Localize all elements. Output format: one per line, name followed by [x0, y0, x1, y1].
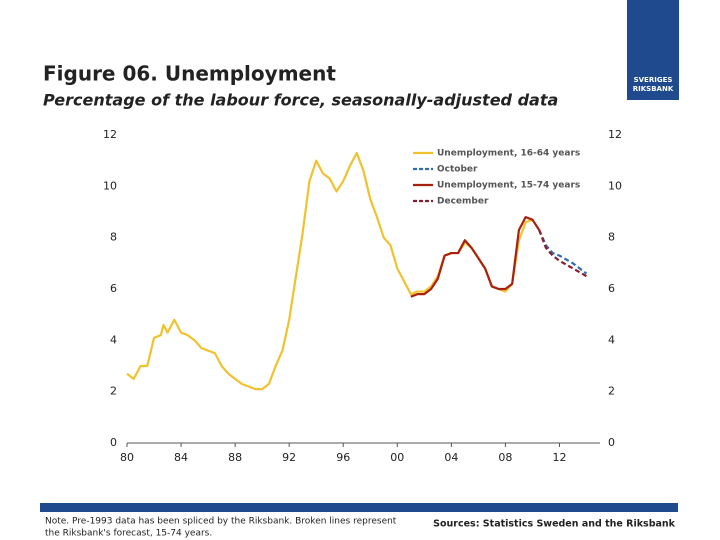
x-tick-label: 08: [498, 451, 512, 464]
y-tick-label: 4: [110, 333, 117, 346]
y-tick-label: 2: [110, 385, 117, 398]
chart-subtitle: Percentage of the labour force, seasonal…: [43, 91, 558, 110]
legend-label: Unemployment, 15-74 years: [437, 181, 580, 191]
y-tick-label: 12: [103, 128, 117, 141]
x-tick-label: 80: [120, 451, 134, 464]
legend-label: December: [437, 197, 489, 207]
sources: Sources: Statistics Sweden and the Riksb…: [433, 519, 676, 530]
y-tick-label: 6: [110, 282, 117, 295]
x-tick-label: 12: [552, 451, 566, 464]
series-line: [538, 229, 588, 275]
y2-tick-label: 4: [608, 333, 615, 346]
chart-title: Figure 06. Unemployment: [43, 62, 336, 86]
y2-tick-label: 6: [608, 282, 615, 295]
x-tick-label: 96: [336, 451, 350, 464]
y2-tick-label: 12: [608, 128, 622, 141]
x-tick-label: 00: [390, 451, 404, 464]
y2-tick-label: 0: [608, 436, 615, 449]
x-tick-label: 04: [444, 451, 458, 464]
legend-label: October: [437, 165, 478, 175]
y2-tick-label: 2: [608, 385, 615, 398]
series-line: [538, 229, 588, 278]
note: the Riksbank's forecast, 15-74 years.: [45, 529, 212, 539]
logo-box: [627, 0, 679, 100]
y2-tick-label: 8: [608, 231, 615, 244]
logo-text: SVERIGES: [634, 76, 673, 84]
y-tick-label: 0: [110, 436, 117, 449]
legend-label: Unemployment, 16-64 years: [437, 149, 580, 159]
y-tick-label: 10: [103, 179, 117, 192]
series-line: [410, 216, 541, 298]
y-tick-label: 8: [110, 231, 117, 244]
footer-bar: [40, 503, 678, 512]
x-tick-label: 88: [228, 451, 242, 464]
x-tick-label: 84: [174, 451, 188, 464]
note: Note. Pre-1993 data has been spliced by …: [45, 517, 397, 527]
x-tick-label: 92: [282, 451, 296, 464]
y2-tick-label: 10: [608, 179, 622, 192]
logo-text: RIKSBANK: [633, 85, 674, 93]
